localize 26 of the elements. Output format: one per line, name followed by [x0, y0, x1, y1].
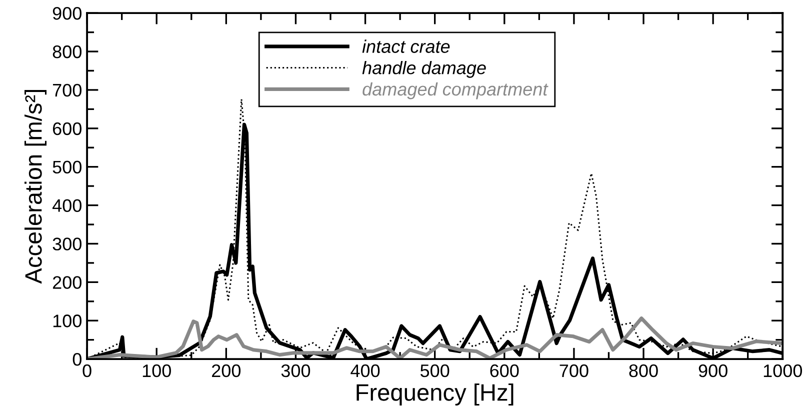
- x-tick-label: 0: [82, 364, 92, 378]
- x-tick-label: 500: [420, 364, 450, 378]
- y-tick-label: 0: [72, 352, 82, 366]
- x-tick-label: 700: [560, 364, 588, 378]
- y-tick-label: 900: [52, 6, 82, 20]
- x-tick-label: 300: [281, 364, 310, 378]
- y-tick-label: 400: [52, 199, 82, 212]
- y-tick-label: 800: [52, 45, 82, 58]
- x-tick-label: 900: [698, 364, 728, 378]
- y-tick-label: 600: [52, 122, 82, 136]
- y-tick-label: 700: [52, 84, 82, 97]
- x-tick-label: 400: [350, 364, 380, 378]
- x-tick-label: 1000: [764, 364, 802, 378]
- legend-label: intact crate: [362, 40, 450, 53]
- legend-label: damaged compartment: [362, 82, 548, 100]
- y-axis-title: Acceleration [m/s²]: [24, 90, 47, 284]
- x-tick-label: 600: [490, 364, 519, 378]
- y-tick-label: 300: [52, 238, 82, 250]
- x-tick-label: 200: [212, 364, 241, 378]
- x-tick-label: 800: [629, 364, 658, 378]
- y-tick-label: 500: [52, 160, 82, 174]
- legend-label: handle damage: [362, 61, 486, 78]
- y-tick-label: 100: [53, 314, 82, 328]
- x-axis-title: Frequency [Hz]: [356, 384, 514, 406]
- y-tick-label: 200: [52, 276, 82, 289]
- x-tick-label: 100: [142, 364, 171, 378]
